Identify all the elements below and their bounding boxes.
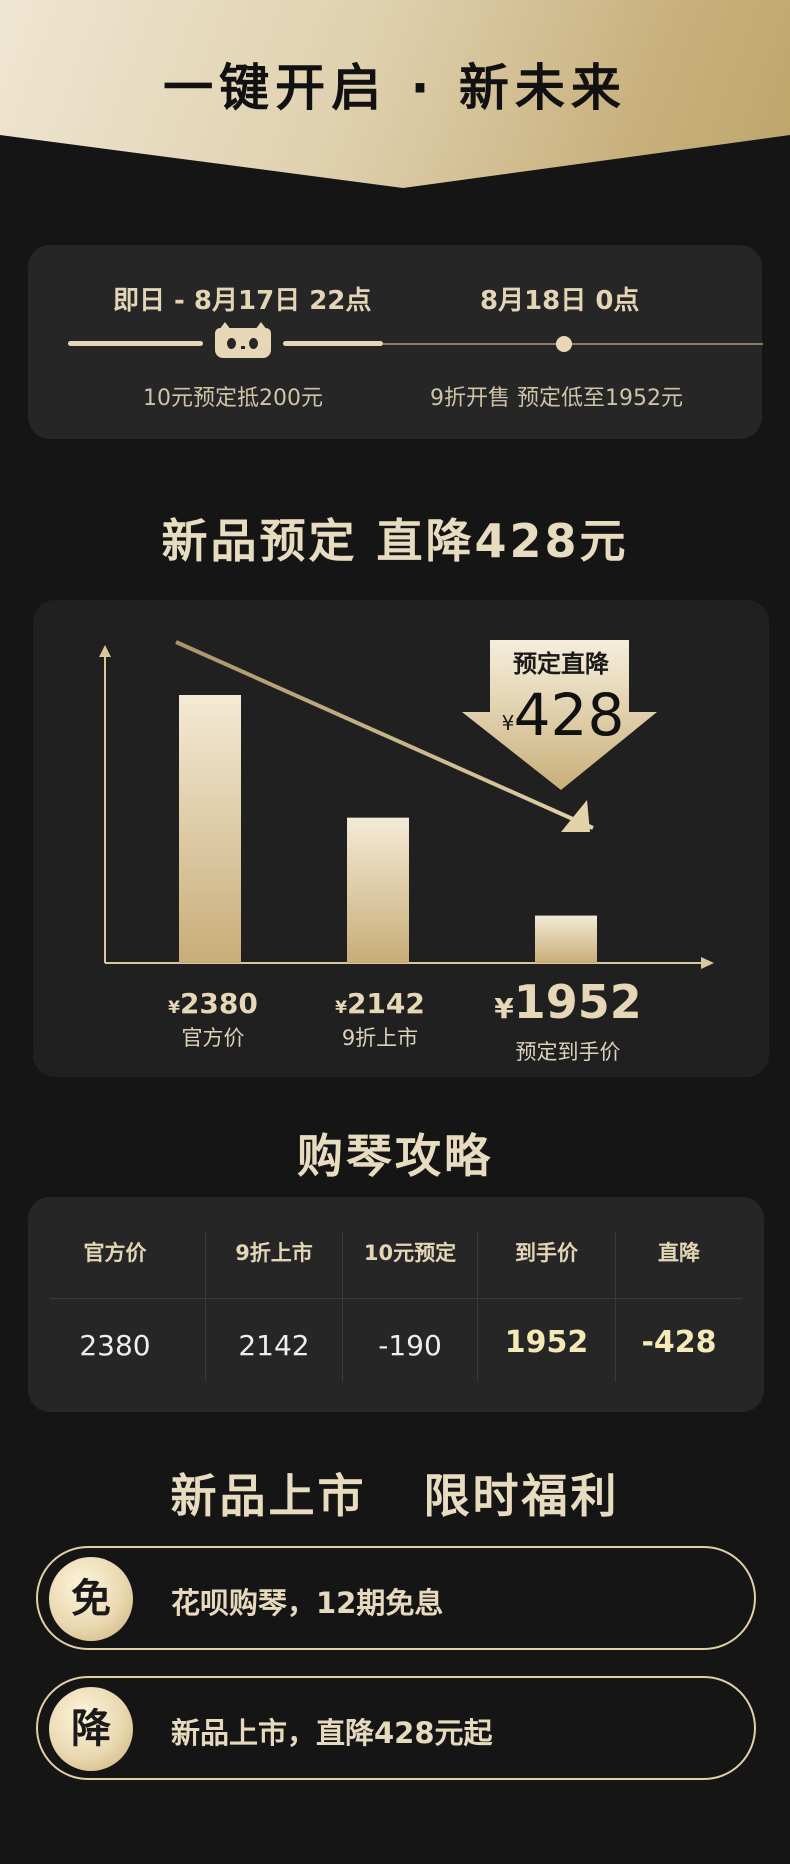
table-header: 10元预定 — [363, 1241, 457, 1265]
price-chart-card: 预定直降 ¥ 428 ¥2380 官方价 ¥2142 9折上市 ¥1952 预定… — [33, 600, 769, 1077]
price-guide-table: 官方价 2380 9折上市 2142 10元预定 -190 到手价 1952 直… — [28, 1197, 764, 1412]
table-col-discount: 9折上市 2142 — [206, 1197, 342, 1412]
timeline-progress-right — [283, 341, 383, 346]
benefit-interest-free: 免 花呗购琴，12期免息 — [36, 1546, 756, 1650]
phase1-date: 即日 - 8月17日 22点 — [113, 286, 372, 316]
discount-badge-label: 预定直降 — [513, 650, 610, 678]
price-name: 官方价 — [181, 1026, 245, 1050]
price-currency: ¥ — [335, 998, 347, 1018]
table-header: 官方价 — [83, 1241, 147, 1265]
phase2-date: 8月18日 0点 — [480, 286, 640, 316]
x-axis-arrow — [701, 957, 714, 969]
cat-eye-left — [227, 338, 236, 349]
price-currency: ¥ — [168, 998, 180, 1018]
table-col-official: 官方价 2380 — [50, 1197, 180, 1412]
column-divider — [477, 1232, 478, 1382]
benefit-text: 新品上市，直降428元起 — [171, 1716, 493, 1750]
price-label-final: ¥1952 预定到手价 — [483, 977, 653, 1066]
table-cell: 2380 — [79, 1329, 151, 1362]
price-name: 9折上市 — [341, 1026, 419, 1050]
cat-eye-right — [249, 338, 258, 349]
discount-badge-value: 428 — [514, 681, 625, 749]
trend-arrow-head — [561, 800, 590, 832]
column-divider — [615, 1232, 616, 1382]
cat-mouth — [241, 346, 245, 349]
table-col-preorder: 10元预定 -190 — [343, 1197, 477, 1412]
discount-badge-shape — [462, 640, 657, 790]
price-chart: 预定直降 ¥ 428 — [99, 640, 714, 969]
phase1-desc: 10元预定抵200元 — [143, 386, 323, 411]
column-divider — [342, 1232, 343, 1382]
header-banner: 一键开启 · 新未来 — [0, 0, 790, 188]
table-cell: -190 — [378, 1329, 442, 1362]
price-bar — [535, 915, 597, 963]
price-currency: ¥ — [494, 992, 514, 1025]
table-cell: 2142 — [238, 1329, 310, 1362]
discount-badge-currency: ¥ — [502, 711, 515, 735]
section-title-benefits: 新品上市 限时福利 — [170, 1469, 620, 1523]
price-name: 预定到手价 — [515, 1040, 621, 1064]
column-divider — [205, 1232, 206, 1382]
price-label-official: ¥2380 官方价 — [138, 987, 288, 1052]
table-divider — [50, 1298, 742, 1299]
section-title-guide: 购琴攻略 — [297, 1129, 493, 1183]
benefit-badge: 降 — [49, 1687, 133, 1771]
timeline-track — [383, 343, 763, 345]
discount-badge: 预定直降 ¥ 428 — [462, 640, 657, 790]
timeline-dot — [556, 336, 572, 352]
timeline-progress-left — [68, 341, 203, 346]
table-cell: -428 — [641, 1325, 717, 1360]
trend-arrow-line — [175, 640, 594, 830]
table-header: 到手价 — [515, 1241, 578, 1265]
price-value: 1952 — [513, 975, 642, 1029]
benefit-badge: 免 — [49, 1557, 133, 1641]
benefit-text: 花呗购琴，12期免息 — [171, 1586, 444, 1620]
table-header: 9折上市 — [235, 1241, 313, 1265]
price-bar — [347, 817, 409, 963]
benefit-price-drop: 降 新品上市，直降428元起 — [36, 1676, 756, 1780]
section-title-preorder: 新品预定 直降428元 — [161, 514, 629, 568]
price-value: 2380 — [179, 987, 258, 1020]
price-bar — [179, 695, 241, 963]
timeline-card: 即日 - 8月17日 22点 8月18日 0点 10元预定抵200元 9折开售 … — [28, 245, 763, 439]
price-value: 2142 — [346, 987, 425, 1020]
table-header: 直降 — [658, 1241, 700, 1265]
table-col-saving: 直降 -428 — [616, 1197, 742, 1412]
price-label-discount: ¥2142 9折上市 — [305, 987, 455, 1052]
y-axis-arrow — [99, 645, 111, 657]
phase2-desc: 9折开售 预定低至1952元 — [430, 386, 683, 411]
table-col-final: 到手价 1952 — [478, 1197, 615, 1412]
table-cell: 1952 — [504, 1325, 589, 1360]
header-title: 一键开启 · 新未来 — [163, 59, 627, 117]
bar-group — [179, 695, 597, 963]
tmall-cat-icon — [215, 322, 271, 358]
